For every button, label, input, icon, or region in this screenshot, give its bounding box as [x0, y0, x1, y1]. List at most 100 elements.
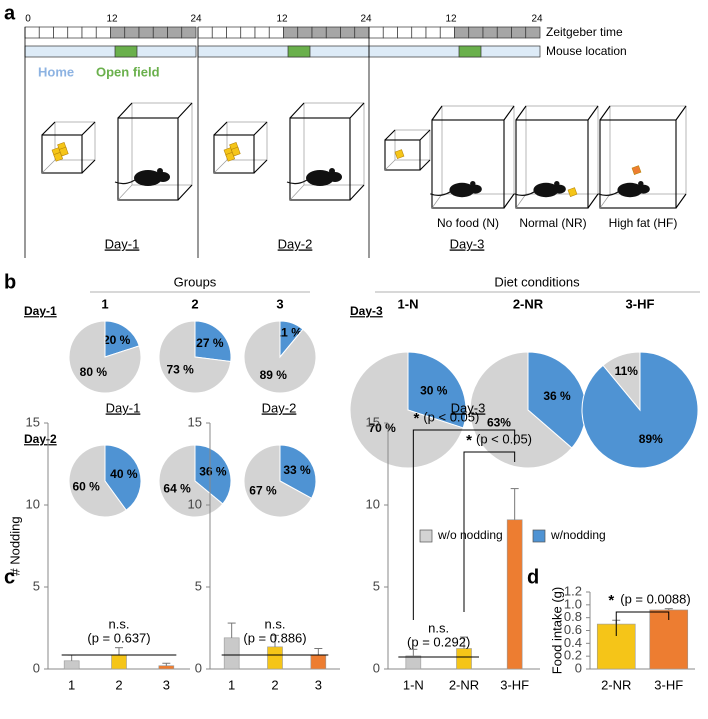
y-tick-label: 10	[26, 496, 40, 511]
time-cell	[211, 26, 227, 39]
row-label: Day-3	[350, 304, 383, 318]
cube-back	[609, 105, 687, 195]
time-label: 24	[531, 14, 543, 25]
mouse-head	[156, 172, 170, 182]
y-tick-label: 15	[26, 414, 40, 429]
cube-edge	[289, 184, 305, 201]
location-bar	[24, 45, 197, 58]
open-field-slot	[287, 45, 311, 58]
y-tick-label: 0.6	[564, 622, 582, 637]
cube-front	[117, 117, 179, 201]
time-cell	[138, 26, 154, 39]
annotation: n.s.	[265, 616, 286, 631]
pie-value-label: 70 %	[369, 421, 397, 435]
cube-edge	[384, 129, 396, 141]
legend-swatch	[419, 529, 433, 543]
mouse-tail	[514, 191, 535, 196]
cube-front	[431, 119, 505, 209]
food	[58, 146, 69, 157]
time-cell	[268, 26, 284, 39]
annotation: n.s.	[109, 616, 130, 631]
time-cell	[124, 26, 140, 39]
pie-value-label: 89%	[639, 432, 663, 446]
cube-edge	[349, 184, 365, 201]
cube-edge	[675, 193, 687, 209]
pie-wedge	[158, 444, 224, 518]
x-tick-label: 3-HF	[500, 677, 529, 692]
chart-title: Day-2	[262, 400, 297, 415]
column-label: 3-HF	[626, 296, 655, 311]
pie-value-label: 11 %	[275, 325, 302, 339]
pie-value-label: 20 %	[103, 333, 131, 347]
time-label: 0	[25, 14, 31, 25]
cube-edge	[81, 121, 96, 136]
cube-front	[384, 139, 421, 171]
time-cell	[283, 26, 299, 39]
mouse-body	[617, 182, 643, 198]
pie-value-label: 36 %	[543, 389, 571, 403]
chart-title: Day-3	[451, 400, 486, 415]
time-cell	[511, 26, 527, 39]
column-label: 2	[191, 296, 198, 311]
day-label: Day-3	[450, 236, 485, 251]
y-tick-label: 0	[575, 660, 582, 675]
panel-label: a	[4, 2, 16, 24]
food	[230, 146, 241, 157]
cube-edge	[253, 121, 268, 136]
cube-back	[54, 121, 96, 161]
time-label: 12	[445, 14, 457, 25]
x-tick-label: 2-NR	[601, 677, 631, 692]
location-bar	[197, 45, 370, 58]
cube-edge	[515, 105, 527, 121]
annotation: (p = 0.0088)	[620, 591, 690, 606]
bar	[158, 665, 175, 670]
mouse-head	[553, 184, 566, 194]
cube-edge	[213, 121, 228, 136]
cube-back	[226, 121, 268, 161]
y-tick-label: 10	[366, 496, 380, 511]
mouse-tail	[598, 191, 619, 196]
row-label: Day-1	[24, 304, 57, 318]
cube-edge	[503, 105, 515, 121]
cube-front	[213, 134, 255, 174]
mouse-ear	[638, 181, 644, 187]
mouse-head	[469, 184, 482, 194]
location-bar	[368, 45, 541, 58]
pie-wedge	[194, 320, 232, 363]
cube-edge	[503, 193, 515, 209]
mouse-ear	[329, 168, 335, 174]
time-cell	[197, 26, 213, 39]
cube-edge	[599, 193, 611, 209]
y-tick-label: 5	[373, 578, 380, 593]
cube-edge	[419, 159, 431, 171]
y-tick-label: 1.2	[564, 583, 582, 598]
time-cell	[38, 26, 54, 39]
cube-front	[41, 134, 83, 174]
cube-edge	[515, 193, 527, 209]
pie-value-label: 67 %	[249, 483, 277, 497]
cube-edge	[117, 102, 133, 119]
mouse-body	[134, 170, 162, 186]
pie-wedge	[469, 351, 573, 469]
y-tick-label: 15	[366, 414, 380, 429]
time-cell	[53, 26, 69, 39]
time-cell	[24, 26, 40, 39]
pie-wedge	[104, 320, 140, 358]
bar	[63, 660, 80, 670]
mouse-ear	[470, 181, 476, 187]
pie-value-label: 40 %	[110, 467, 138, 481]
time-cell	[382, 26, 398, 39]
cube-edge	[253, 159, 268, 174]
pie-value-label: 80 %	[80, 365, 108, 379]
time-cell	[468, 26, 484, 39]
time-cell	[325, 26, 341, 39]
x-tick-label: 1	[228, 677, 235, 692]
time-cell	[368, 26, 384, 39]
time-cell	[397, 26, 413, 39]
x-tick-label: 3	[163, 677, 170, 692]
column-label: 1-N	[398, 296, 419, 311]
cube-back	[303, 102, 365, 186]
cube-edge	[431, 193, 443, 209]
open-field-slot	[114, 45, 138, 58]
bracket	[412, 429, 516, 620]
